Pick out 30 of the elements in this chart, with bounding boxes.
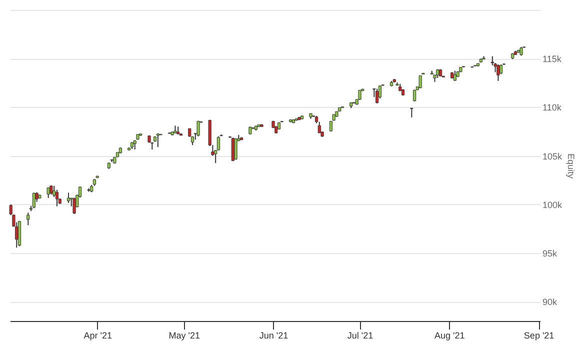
candlestick	[156, 132, 160, 148]
candlestick	[196, 120, 200, 137]
candlestick	[500, 64, 503, 75]
candlestick	[26, 212, 30, 226]
y-tick-label: 100k	[542, 200, 563, 210]
y-axis-title: Equity	[566, 153, 576, 180]
candlestick	[66, 192, 70, 204]
x-tick-label: Aug '21	[434, 330, 465, 340]
candlestick	[72, 197, 76, 215]
y-tick-label: 105k	[542, 151, 563, 162]
x-tick-label: Jul '21	[347, 330, 374, 340]
y-tick-label: 115k	[542, 54, 562, 64]
x-tick-label: May '21	[168, 330, 200, 340]
y-tick-label: 110k	[542, 102, 562, 113]
candlestick	[318, 121, 321, 134]
candlestick	[18, 220, 22, 247]
x-tick-label: Sep '21	[524, 330, 554, 340]
candlestick	[453, 70, 456, 82]
candlestick	[216, 136, 220, 151]
x-tick-label: Jun '21	[259, 330, 288, 340]
y-tick-label: 90k	[542, 297, 558, 308]
y-tick-label: 95k	[542, 248, 558, 258]
candlestick	[358, 90, 362, 100]
candlestick	[376, 88, 379, 104]
candlestick	[55, 189, 59, 207]
candlestick	[413, 89, 416, 102]
candlestick	[496, 64, 500, 82]
x-tick-label: Apr '21	[84, 330, 112, 340]
candlestick	[418, 75, 422, 89]
candlestick	[410, 108, 414, 118]
